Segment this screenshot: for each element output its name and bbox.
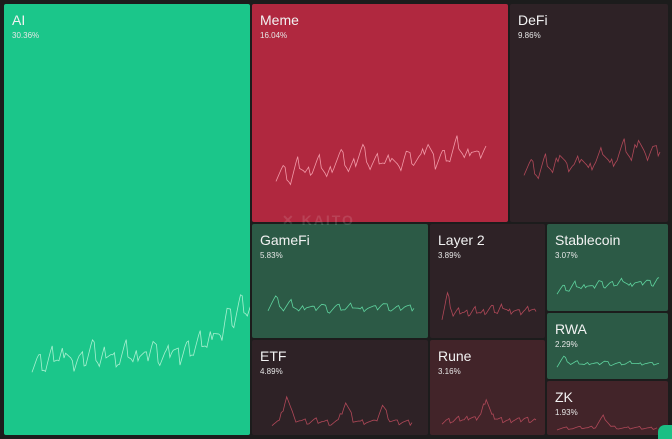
sparkline (267, 295, 415, 314)
tile-percentage: 9.86% (518, 31, 541, 40)
tile-percentage: 3.07% (555, 251, 578, 260)
sparkline (523, 138, 661, 180)
tile-percentage: 16.04% (260, 31, 288, 40)
tile-ai[interactable]: AI 30.36% (4, 4, 250, 435)
tile-name: Meme (260, 12, 299, 28)
tile-name: RWA (555, 321, 587, 337)
tile-name: GameFi (260, 232, 310, 248)
tile-percentage: 1.93% (555, 408, 578, 417)
sparkline-path (556, 277, 660, 295)
sparkline-path (523, 138, 661, 180)
sparkline (441, 398, 537, 425)
tile-percentage: 2.29% (555, 340, 578, 349)
sparkline-path (556, 355, 660, 368)
tile-gamefi[interactable]: GameFi 5.83% (252, 224, 428, 338)
tile-name: ETF (260, 348, 287, 364)
sparkline (556, 277, 660, 295)
tile-name: Layer 2 (438, 232, 485, 248)
sparkline-path (267, 295, 415, 314)
sparkline (441, 291, 537, 320)
tile-stablecoin[interactable]: Stablecoin 3.07% (547, 224, 668, 311)
tile-percentage: 4.89% (260, 367, 283, 376)
tile-name: AI (12, 12, 26, 28)
sparkline (275, 135, 487, 186)
tile-percentage: 5.83% (260, 251, 283, 260)
tile-name: DeFi (518, 12, 548, 28)
tile-name: ZK (555, 389, 573, 405)
tile-layer2[interactable]: Layer 2 3.89% (430, 224, 545, 338)
sparkline-path (275, 135, 487, 186)
tile-percentage: 3.89% (438, 251, 461, 260)
sparkline-path (556, 414, 658, 431)
tile-rwa[interactable]: RWA 2.29% (547, 313, 668, 379)
tile-etf[interactable]: ETF 4.89% (252, 340, 428, 435)
tile-percentage: 3.16% (438, 367, 461, 376)
tile-zk[interactable]: ZK 1.93% (547, 381, 668, 435)
sparkline-path (441, 398, 537, 425)
sparkline (31, 294, 250, 373)
tile-defi[interactable]: DeFi 9.86% (510, 4, 668, 222)
tile-rune[interactable]: Rune 3.16% (430, 340, 545, 435)
sparkline-path (271, 395, 413, 427)
sparkline (556, 414, 658, 431)
sparkline-path (441, 291, 537, 320)
kaito-watermark: ✕ KAITO (282, 212, 355, 228)
sparkline (271, 395, 413, 427)
tile-name: Stablecoin (555, 232, 621, 248)
tile-name: Rune (438, 348, 472, 364)
tile-percentage: 30.36% (12, 31, 40, 40)
tile-meme[interactable]: Meme 16.04% (252, 4, 508, 222)
chat-widget-button[interactable] (658, 425, 672, 439)
sparkline-path (31, 294, 250, 373)
sparkline (556, 355, 660, 368)
